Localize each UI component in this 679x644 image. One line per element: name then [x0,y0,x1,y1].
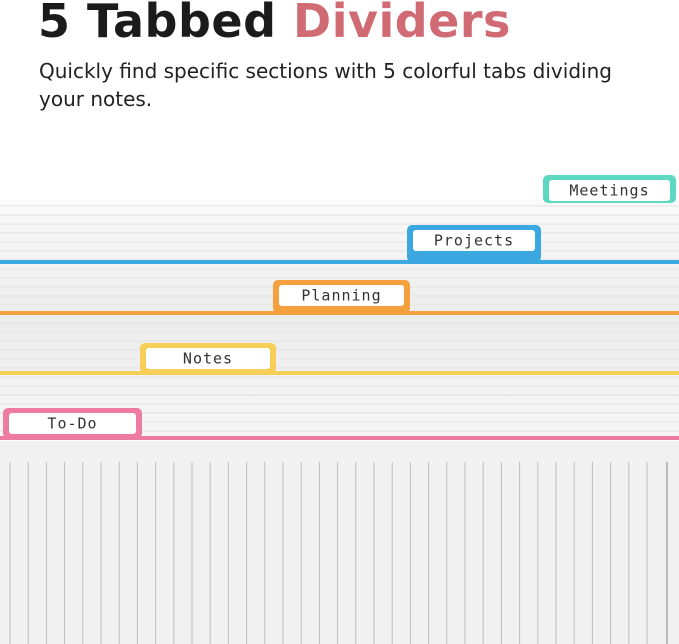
tab-label-bg [279,285,404,306]
tab-label-bg [549,180,670,201]
headline-accent: Dividers [293,0,511,48]
tab-label-bg [9,413,136,434]
tab-label: Projects [434,232,514,250]
divider-edge [0,436,679,440]
tabs: Meetings Projects Planning Notes To-Do [0,175,679,440]
divider-edge [0,260,679,264]
tab-label: Planning [301,287,381,305]
tab-label: Notes [183,350,233,368]
tab-label: Meetings [569,182,649,200]
subtitle: Quickly find specific sections with 5 co… [39,59,612,111]
tab-label-bg [146,348,270,369]
paper-stack [0,200,679,440]
lined-page [0,441,679,644]
divider-edge [0,371,679,375]
tab-label-bg [413,230,535,251]
page-rules [9,462,668,644]
headline-lead: 5 Tabbed [38,0,277,48]
tab-label: To-Do [47,415,97,433]
headline: 5 Tabbed Dividers [38,0,511,48]
